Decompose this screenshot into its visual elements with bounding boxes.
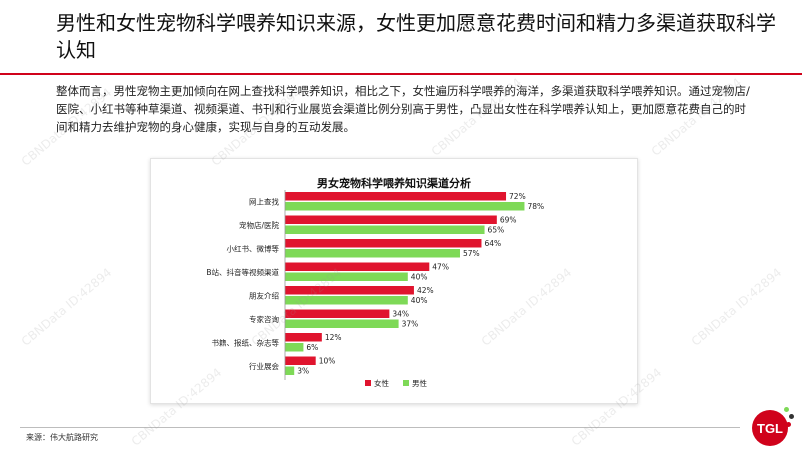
title-divider: [0, 73, 802, 75]
female-value-label: 42%: [417, 286, 434, 295]
legend-label-1: 男性: [412, 378, 427, 388]
female-bar: [285, 239, 482, 248]
male-value-label: 3%: [297, 367, 309, 376]
female-bar: [285, 262, 430, 271]
male-bar: [285, 296, 408, 305]
male-bar: [285, 202, 525, 211]
female-value-label: 34%: [392, 310, 409, 319]
category-label: 行业展会: [249, 361, 279, 371]
watermark-text: CBNData ID:42894: [688, 265, 785, 349]
category-label: 专家咨询: [249, 314, 279, 324]
footer-divider: [20, 427, 740, 428]
male-value-label: 6%: [306, 343, 318, 352]
female-bar: [285, 215, 497, 224]
category-label: 宠物店/医院: [239, 220, 280, 230]
female-bar: [285, 356, 316, 365]
female-bar: [285, 333, 322, 342]
female-value-label: 64%: [484, 239, 501, 248]
male-bar: [285, 366, 295, 375]
source-note: 来源：伟大航路研究: [26, 433, 98, 442]
male-bar: [285, 249, 460, 258]
male-value-label: 40%: [411, 296, 428, 305]
logo-dot-dark: [789, 414, 794, 419]
intro-paragraph: 整体而言，男性宠物主更加倾向在网上查找科学喂养知识，相比之下，女性遍历科学喂养的…: [56, 84, 750, 134]
category-label: B站、抖音等视频渠道: [206, 267, 279, 277]
female-bar: [285, 309, 390, 318]
male-value-label: 65%: [488, 226, 505, 235]
legend-swatch-1: [403, 380, 409, 386]
female-bar: [285, 192, 507, 201]
male-bar: [285, 343, 304, 352]
legend-swatch-0: [365, 380, 371, 386]
female-bar: [285, 286, 414, 295]
male-bar: [285, 225, 485, 234]
logo-text: TGL: [757, 420, 783, 436]
male-bar: [285, 319, 399, 328]
watermark-text: CBNData ID:42894: [18, 265, 115, 349]
chart-container: 男女宠物科学喂养知识渠道分析 网上查找 72% 78% 宠物店/医院 69% 65% 小红书…: [150, 158, 638, 404]
male-value-label: 40%: [411, 273, 428, 282]
tgl-logo: TGL: [752, 410, 788, 446]
category-label: 网上查找: [249, 196, 279, 206]
category-label: 书籍、报纸、杂志等: [212, 337, 280, 347]
category-label: 小红书、微博等: [227, 243, 280, 253]
female-value-label: 12%: [325, 333, 342, 342]
male-value-label: 37%: [402, 320, 419, 329]
logo-dot-red: [786, 422, 791, 427]
chart-title: 男女宠物科学喂养知识渠道分析: [317, 177, 471, 190]
male-value-label: 78%: [527, 202, 544, 211]
female-value-label: 47%: [432, 263, 449, 272]
page-title: 男性和女性宠物科学喂养知识来源，女性更加愿意花费时间和精力多渠道获取科学认知: [56, 11, 776, 62]
bar-chart: 网上查找 72%78% 宠物店/医院 69%65% 小红书、微博等 64% 57% B站、抖音…: [206, 190, 544, 388]
male-value-label: 57%: [463, 249, 480, 258]
category-label: 朋友介绍: [249, 290, 279, 300]
logo-dot-green: [784, 407, 789, 412]
female-value-label: 69%: [500, 216, 517, 225]
female-value-label: 72%: [509, 192, 526, 201]
male-bar: [285, 272, 408, 281]
legend-label-0: 女性: [374, 378, 389, 388]
female-value-label: 10%: [319, 357, 336, 366]
